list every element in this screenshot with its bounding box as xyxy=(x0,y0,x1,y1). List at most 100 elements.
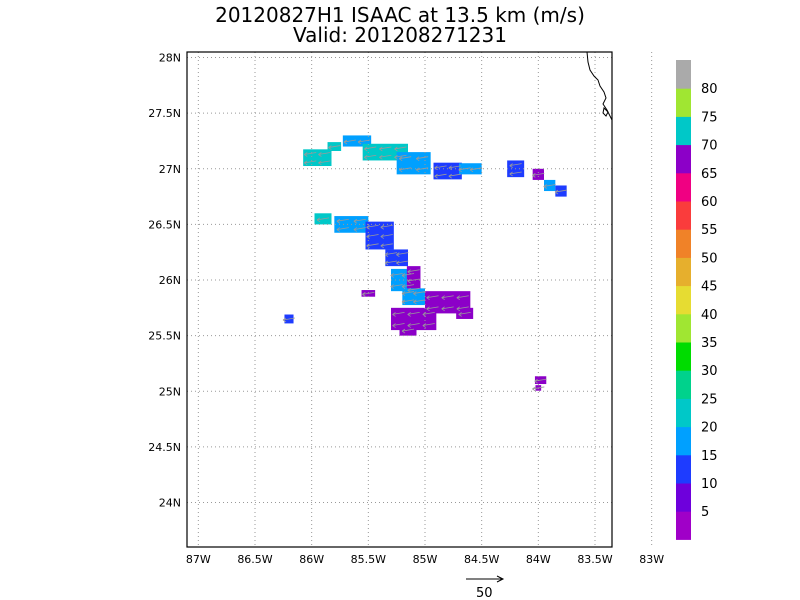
wind-speed-cell xyxy=(396,152,431,175)
colorbar-label: 30 xyxy=(701,364,718,379)
lat-tick-label: 24N xyxy=(159,497,181,510)
wind-vector xyxy=(282,317,296,323)
wind-vector xyxy=(336,227,349,232)
vector-scale: 50 xyxy=(466,575,505,600)
wind-vector xyxy=(336,218,349,224)
lon-tick-label: 86W xyxy=(299,553,324,566)
lon-tick-label: 84.5W xyxy=(464,553,499,566)
wind-vector xyxy=(458,167,471,173)
colorbar-swatch xyxy=(676,116,691,146)
wind-vector xyxy=(407,278,420,284)
lon-tick-label: 86.5W xyxy=(237,553,272,566)
lat-tick-label: 25.5N xyxy=(148,330,181,343)
colorbar-swatch xyxy=(676,172,691,202)
wind-vector xyxy=(407,323,420,328)
wind-vector xyxy=(509,163,522,168)
wind-vector xyxy=(407,269,420,275)
colorbar-label: 10 xyxy=(701,477,718,492)
colorbar-label: 80 xyxy=(701,82,718,97)
wind-vector xyxy=(532,172,545,178)
lat-tick-label: 24.5N xyxy=(148,441,181,454)
wind-vector xyxy=(390,284,403,289)
latitude-labels: 28N 27.5N 27N 26.5N 26N 25.5N 25N 24.5N 24N xyxy=(148,52,181,510)
map-title: 20120827H1 ISAAC at 13.5 km (m/s) xyxy=(215,3,585,27)
colorbar-swatch xyxy=(676,285,691,315)
colorbar-label: 45 xyxy=(701,280,718,295)
wind-vector xyxy=(396,260,409,266)
wind-vector xyxy=(380,234,393,239)
wind-speed-cell xyxy=(342,135,372,147)
lon-tick-label: 87W xyxy=(186,553,211,566)
colorbar-swatch xyxy=(676,60,691,89)
wind-vector xyxy=(394,146,407,152)
colorbar-label: 50 xyxy=(701,251,718,266)
lat-tick-label: 26N xyxy=(159,274,181,287)
wind-vector xyxy=(366,234,379,239)
wind-vector xyxy=(384,260,398,266)
colorbar-swatch xyxy=(676,483,691,512)
florida-coastline xyxy=(586,52,612,121)
colorbar-swatch xyxy=(676,313,691,343)
wind-vector xyxy=(357,139,371,145)
colorbar-label: 65 xyxy=(701,167,718,182)
lat-tick-label: 25N xyxy=(159,385,181,398)
wind-vector xyxy=(401,299,415,305)
colorbar-label: 60 xyxy=(701,195,718,210)
wind-vector xyxy=(456,295,469,301)
wind-vector xyxy=(366,243,379,249)
wind-vector xyxy=(415,156,429,162)
wind-vector xyxy=(441,295,454,301)
lat-tick-label: 28N xyxy=(159,52,181,65)
lat-tick-label: 26.5N xyxy=(148,218,181,231)
colorbar-swatch xyxy=(676,426,691,456)
colorbar-swatch xyxy=(676,342,691,371)
wind-vector xyxy=(422,323,435,328)
wind-vector xyxy=(469,167,483,173)
wind-vector xyxy=(434,173,447,179)
wind-vector xyxy=(458,312,471,317)
wind-vector xyxy=(380,243,393,249)
wind-vector xyxy=(304,160,317,166)
wind-vector xyxy=(554,189,568,195)
wind-vector xyxy=(328,145,341,150)
lat-tick-label: 27.5N xyxy=(148,107,181,120)
colorbar-label: 20 xyxy=(701,421,718,436)
vector-scale-arrowhead xyxy=(496,575,505,583)
colorbar-swatch xyxy=(676,454,691,484)
wind-vector xyxy=(379,146,392,152)
lon-tick-label: 83.5W xyxy=(577,553,612,566)
colorbar-swatch xyxy=(676,88,691,117)
wind-speed-cell xyxy=(433,162,462,180)
wind-vector xyxy=(426,295,439,301)
colorbar-swatch xyxy=(676,257,691,287)
wind-vector xyxy=(532,386,545,392)
map-valid-time: Valid: 201208271231 xyxy=(293,23,507,47)
colorbar-label: 75 xyxy=(701,110,718,125)
wind-speed-field xyxy=(284,135,567,391)
colorbar-swatch xyxy=(676,201,691,230)
longitude-labels: 87W 86.5W 86W 85.5W 85W 84.5W 84W 83.5W 83W xyxy=(186,553,664,566)
wind-speed-cell xyxy=(303,149,332,167)
colorbar-swatch xyxy=(676,370,691,399)
colorbar-label: 40 xyxy=(701,308,718,323)
wind-vector xyxy=(413,291,426,296)
wind-vector xyxy=(384,252,398,257)
colorbar-label: 25 xyxy=(701,392,718,407)
wind-vectors xyxy=(282,139,568,392)
wind-vector xyxy=(534,378,547,384)
wind-vector xyxy=(456,306,469,312)
coastline xyxy=(586,52,612,121)
wind-vector xyxy=(398,156,412,162)
colorbar-swatch xyxy=(676,511,691,540)
wind-vector xyxy=(380,224,393,230)
wind-vector xyxy=(401,273,415,278)
coastline-island xyxy=(602,106,609,117)
wind-vector xyxy=(509,171,522,177)
wind-vector xyxy=(343,139,356,145)
vector-scale-label: 50 xyxy=(476,586,493,600)
colorbar-swatch xyxy=(676,144,691,174)
colorbar-label: 55 xyxy=(701,223,718,238)
wind-vector xyxy=(304,152,317,157)
colorbar-label: 15 xyxy=(701,449,718,464)
